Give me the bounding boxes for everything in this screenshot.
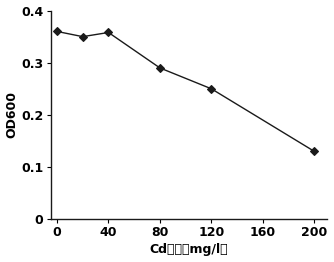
Y-axis label: OD600: OD600	[6, 91, 19, 138]
X-axis label: Cd浓度（mg/l）: Cd浓度（mg/l）	[150, 243, 228, 256]
